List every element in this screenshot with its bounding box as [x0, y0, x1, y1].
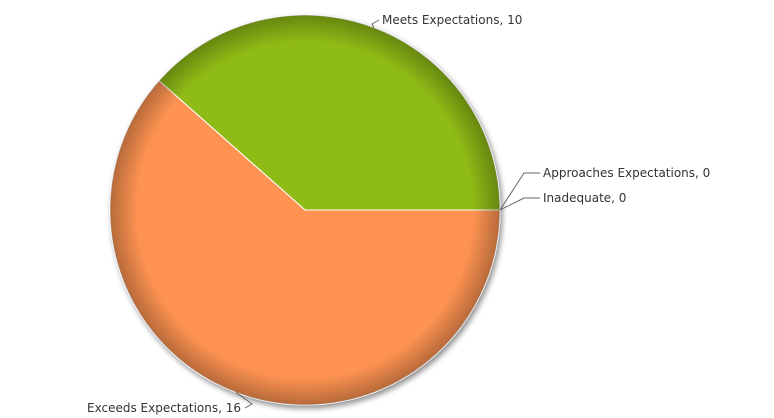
slice-label-exceeds-expectations: Exceeds Expectations, 16 — [87, 401, 241, 415]
leader-line-approaches-expectations — [499, 172, 540, 211]
slice-labels: Meets Expectations, 10 Exceeds Expectati… — [87, 13, 710, 415]
slice-label-meets-expectations: Meets Expectations, 10 — [382, 13, 522, 27]
leader-lines — [235, 19, 540, 409]
slice-label-approaches-expectations: Approaches Expectations, 0 — [543, 166, 710, 180]
slice-label-inadequate: Inadequate, 0 — [543, 191, 626, 205]
leader-line-exceeds-expectations — [235, 391, 253, 409]
pie-slices — [109, 14, 501, 406]
leader-line-meets-expectations — [371, 19, 380, 28]
leader-line-inadequate — [499, 197, 540, 211]
